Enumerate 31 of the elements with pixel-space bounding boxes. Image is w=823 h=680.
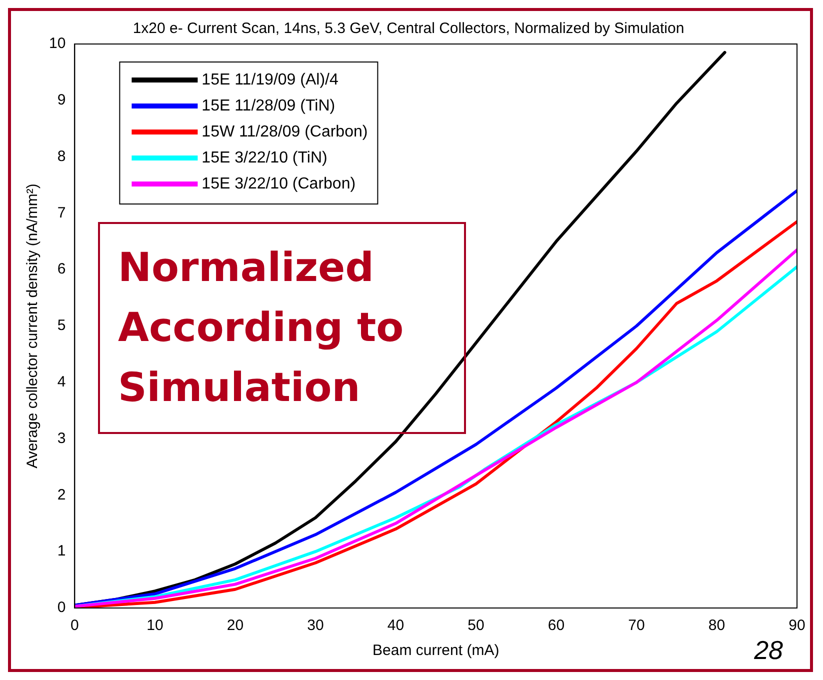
y-tick-label: 0 (57, 599, 66, 616)
x-tick-label: 90 (788, 617, 806, 634)
x-tick-label: 0 (70, 617, 79, 634)
x-tick-label: 10 (146, 617, 164, 634)
legend-label: 15E 11/19/09 (Al)/4 (202, 71, 338, 88)
x-axis-title: Beam current (mA) (372, 642, 500, 660)
y-tick-label: 7 (57, 204, 66, 222)
x-tick-label: 20 (226, 617, 244, 634)
legend-label: 15W 11/28/09 (Carbon) (202, 123, 368, 140)
x-tick-label: 50 (468, 617, 484, 634)
legend-label: 15E 3/22/10 (TiN) (202, 149, 328, 166)
y-tick-label: 8 (57, 148, 66, 165)
y-tick-label: 9 (57, 92, 66, 109)
text: 28 (754, 635, 783, 666)
legend-label: 15E 11/28/09 (TiN) (202, 97, 336, 114)
y-tick-label: 5 (57, 317, 66, 334)
y-tick-label: 3 (57, 430, 66, 447)
y-tick-label: 6 (57, 260, 66, 278)
x-tick-label: 30 (307, 617, 324, 634)
x-tick-label: 70 (628, 617, 645, 634)
x-tick-label: 60 (548, 617, 565, 634)
chart-title: 1x20 e- Current Scan, 14ns, 5.3 GeV, Central Collectors, Normalized by Simulation (132, 20, 684, 38)
y-tick-label: 1 (57, 542, 66, 560)
y-tick-label: 2 (57, 486, 66, 504)
x-tick-label: 40 (387, 617, 404, 634)
annotation: Normalized According to Simulation (98, 222, 466, 434)
y-tick-label: 10 (48, 35, 66, 52)
y-axis-title: Average collector current density (nA/mm²) (24, 184, 42, 468)
legend-label: 15E 3/22/10 (Carbon) (202, 175, 356, 192)
y-tick-label: 4 (57, 374, 66, 391)
x-tick-label: 80 (708, 617, 726, 634)
